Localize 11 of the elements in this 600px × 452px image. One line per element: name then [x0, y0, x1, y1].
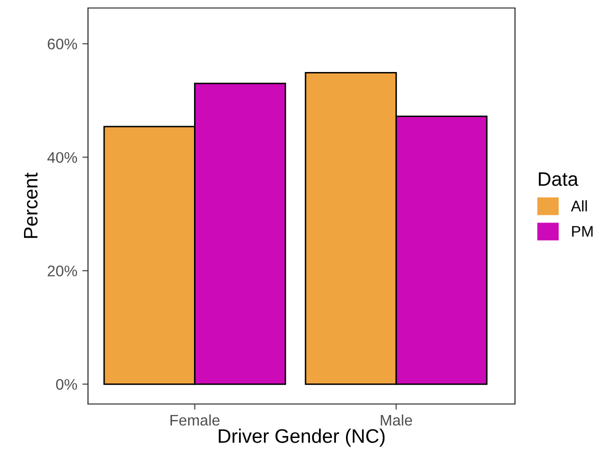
y-tick-label: 60% — [48, 38, 78, 50]
y-tick-label: 40% — [47, 152, 78, 163]
legend-label: PM — [572, 226, 593, 237]
x-tick-label: Female — [170, 414, 220, 426]
y-tick-label: 0% — [56, 379, 78, 390]
legend-label: All — [570, 200, 587, 212]
x-axis-title: Driver Gender (NC) — [218, 428, 385, 447]
y-axis-title: Percent — [24, 172, 38, 238]
x-tick-label: Male — [380, 414, 412, 426]
legend-title: Data — [538, 172, 578, 186]
y-tick-label: 20% — [48, 266, 78, 276]
